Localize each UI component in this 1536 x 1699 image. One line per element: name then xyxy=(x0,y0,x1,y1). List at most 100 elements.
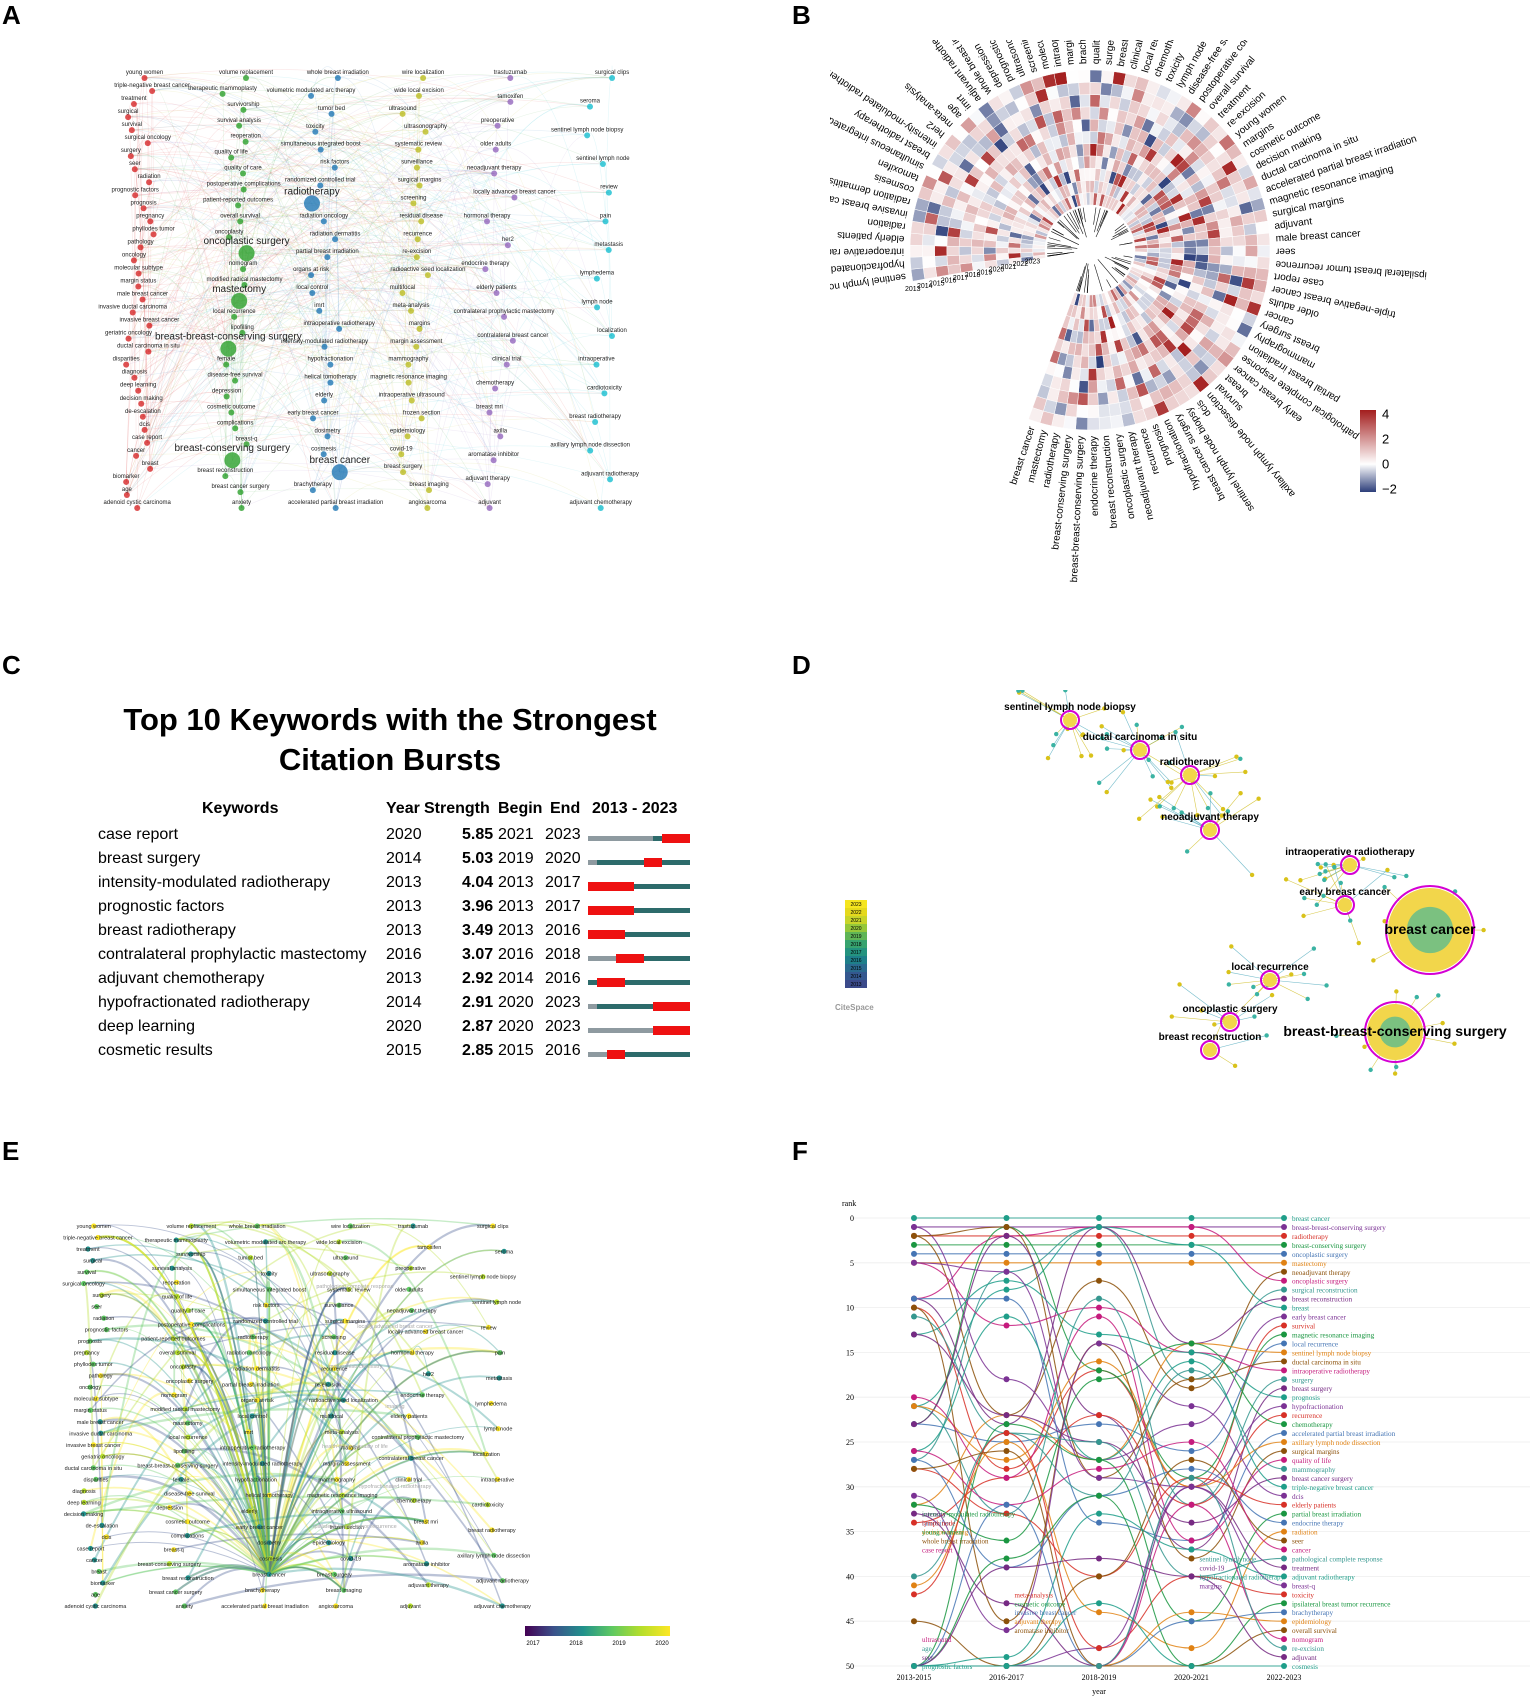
overlay-edge xyxy=(268,1536,330,1575)
network-node xyxy=(593,275,600,282)
network-edge xyxy=(128,335,336,509)
overlay-colorbar-tick: 2017 xyxy=(526,1641,540,1647)
bump-point xyxy=(1281,1277,1287,1284)
burst-strength: 4.04 xyxy=(462,874,494,891)
overlay-node xyxy=(254,1397,260,1403)
overlay-edge xyxy=(175,1566,270,1593)
network-edge xyxy=(402,72,613,115)
overlay-node-label: invasive breast cancer xyxy=(66,1443,121,1449)
heatmap-cell xyxy=(922,245,935,258)
dendrogram-branch xyxy=(1114,262,1129,271)
heatmap-cell xyxy=(1080,106,1091,120)
network-edge xyxy=(324,77,511,347)
network-node-label: decision making xyxy=(120,396,163,402)
network-edge xyxy=(146,243,508,444)
network-edge xyxy=(494,171,609,251)
network-edge xyxy=(128,116,331,383)
citespace-leaf-node xyxy=(1165,779,1171,785)
network-edge xyxy=(148,351,226,477)
dendrogram-branch xyxy=(1114,267,1126,275)
heatmap-cell xyxy=(946,255,961,266)
network-edge xyxy=(400,243,509,455)
overlay-node-label: decision making xyxy=(64,1512,103,1518)
burst-begin: 2016 xyxy=(498,946,534,963)
bump-series-line xyxy=(913,1432,1285,1649)
network-edge xyxy=(310,93,428,509)
burst-bar-prepublication xyxy=(588,1028,653,1033)
citespace-leaf-node xyxy=(1169,1014,1174,1019)
burst-strength: 3.49 xyxy=(462,922,494,939)
network-edge xyxy=(133,102,243,333)
network-edge xyxy=(238,203,420,329)
network-node-label: anxiety xyxy=(232,500,251,506)
network-edge xyxy=(245,76,336,509)
overlay-edge xyxy=(101,1397,344,1584)
overlay-node-label: de-escalation xyxy=(86,1523,119,1529)
overlay-node-label: phyllodes tumor xyxy=(74,1362,113,1368)
dendrogram-branch xyxy=(1047,244,1078,249)
overlay-node xyxy=(90,1442,97,1448)
network-edge xyxy=(142,218,241,417)
network-node-label: angiosarcoma xyxy=(409,500,447,506)
heatmap-cell xyxy=(910,220,925,235)
network-edge xyxy=(238,202,402,455)
network-node-label: adenoid cystic carcinoma xyxy=(104,500,172,506)
overlay-edge xyxy=(191,1322,270,1575)
overlay-edge xyxy=(187,1530,270,1575)
overlay-edge xyxy=(338,1239,488,1455)
overlay-node xyxy=(173,1589,179,1595)
bump-final-label: breast-conserving surgery xyxy=(1292,1242,1367,1250)
bump-point xyxy=(1281,1286,1287,1293)
overlay-node xyxy=(342,1318,348,1324)
overlay-edge xyxy=(83,1495,189,1523)
citespace-node-label: breast reconstruction xyxy=(1159,1032,1262,1043)
dendrogram-branch xyxy=(1057,221,1065,228)
network-edge xyxy=(246,201,414,445)
dendrogram-branch xyxy=(1124,242,1133,245)
heatmap-cell xyxy=(1028,407,1044,424)
network-node xyxy=(507,98,514,105)
network-node-label: systematic review xyxy=(395,142,443,148)
network-node-label: radiation dermatitis xyxy=(310,231,361,237)
bump-point xyxy=(1188,1385,1195,1392)
overlay-node-label: ductal carcinoma in situ xyxy=(65,1466,122,1472)
network-node xyxy=(237,489,244,496)
bump-inline-label: tamoxifen xyxy=(922,1520,951,1528)
overlay-node xyxy=(344,1460,350,1467)
network-node-label: adjuvant therapy xyxy=(465,476,509,482)
overlay-node-label: pain xyxy=(495,1351,505,1357)
heatmap-cell xyxy=(995,247,1009,255)
network-edge xyxy=(312,287,507,365)
network-node-label: contralateral breast cancer xyxy=(477,333,548,339)
overlay-edge xyxy=(268,1566,345,1591)
overlay-node xyxy=(408,1307,415,1314)
network-node-label: radiation xyxy=(138,174,161,180)
citespace-leaf-node xyxy=(1321,893,1326,899)
overlay-node-label: margins xyxy=(341,1446,361,1452)
network-edge xyxy=(330,304,412,365)
network-node xyxy=(127,153,134,160)
network-edge xyxy=(311,273,417,347)
heatmap-cell xyxy=(1253,208,1268,224)
overlay-edge xyxy=(97,1235,348,1528)
overlay-node-label: prognostic factors xyxy=(85,1328,129,1334)
bump-inline-label: sentinel lymph node xyxy=(1200,1555,1257,1563)
bump-point xyxy=(911,1241,917,1248)
bump-point xyxy=(1281,1636,1287,1643)
network-edge xyxy=(134,166,596,423)
burst-begin: 2021 xyxy=(498,826,534,843)
network-node xyxy=(399,110,406,117)
network-edge xyxy=(133,248,247,261)
citespace-leaf-node xyxy=(1148,797,1153,802)
overlay-edge xyxy=(92,1253,270,1290)
overlay-node xyxy=(80,1511,87,1517)
network-edge xyxy=(337,74,497,294)
bump-inline-label: lymph node xyxy=(922,1520,955,1528)
heatmap-cell xyxy=(1089,118,1100,132)
citespace-legend-year: 2016 xyxy=(850,958,861,964)
network-edge xyxy=(315,130,494,461)
bump-point xyxy=(1096,1331,1102,1338)
bump-point xyxy=(1096,1609,1102,1616)
network-node xyxy=(228,409,235,416)
network-node xyxy=(483,218,490,225)
